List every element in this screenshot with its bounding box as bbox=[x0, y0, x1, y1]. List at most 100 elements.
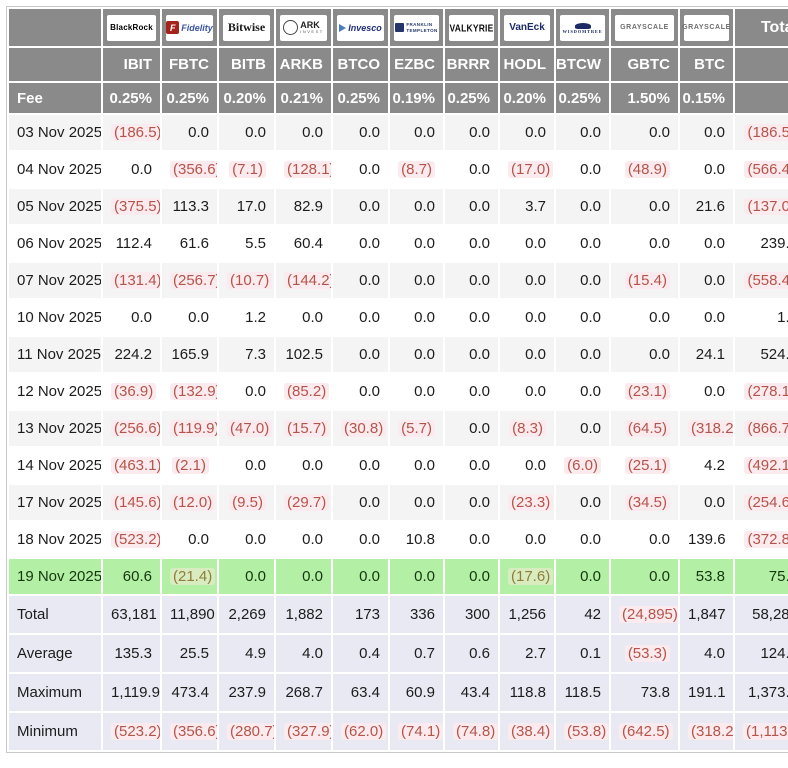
flow-value-cell: 0.0 bbox=[500, 522, 554, 557]
flow-value-cell: 0.0 bbox=[219, 374, 274, 409]
flow-value: 102.5 bbox=[285, 346, 323, 363]
flow-value-cell: (558.4) bbox=[735, 263, 788, 298]
flow-value-cell: 0.0 bbox=[611, 300, 678, 335]
flow-value-cell: 0.0 bbox=[162, 300, 217, 335]
flow-value-cell: 0.0 bbox=[445, 411, 498, 446]
flow-value: 0.0 bbox=[414, 272, 435, 289]
flow-value-cell: 1,882 bbox=[276, 596, 331, 633]
negative-flow-value: (8.3) bbox=[509, 420, 546, 437]
flow-value-cell: 10.8 bbox=[390, 522, 443, 557]
flow-value: 112.4 bbox=[115, 235, 152, 252]
flow-value-cell: 0.0 bbox=[500, 337, 554, 372]
flow-value: 0.0 bbox=[359, 235, 380, 252]
flow-value: 60.9 bbox=[405, 684, 435, 701]
flow-value-cell: (36.9) bbox=[103, 374, 160, 409]
flow-value: 173 bbox=[354, 606, 380, 623]
flow-value-cell: 24.1 bbox=[680, 337, 733, 372]
flow-value: 118.8 bbox=[509, 684, 546, 701]
flow-value-cell: 0.0 bbox=[556, 559, 609, 594]
flow-value: 0.0 bbox=[302, 124, 323, 141]
flow-value-cell: (9.5) bbox=[219, 485, 274, 520]
flow-value: 61.6 bbox=[179, 235, 209, 252]
flow-value-cell: 60.6 bbox=[103, 559, 160, 594]
flow-value-cell: 118.5 bbox=[556, 674, 609, 711]
flow-value-cell: 17.0 bbox=[219, 189, 274, 224]
fidelity-f-icon: F bbox=[166, 21, 180, 34]
negative-flow-value: (24,895) bbox=[619, 606, 678, 623]
flow-value-cell: 0.0 bbox=[445, 226, 498, 261]
flow-value: 113.3 bbox=[172, 198, 209, 215]
flow-value-cell: 300 bbox=[445, 596, 498, 633]
flow-value: 42 bbox=[584, 606, 601, 623]
flow-value-cell: 173 bbox=[333, 596, 388, 633]
flow-value-cell: 0.0 bbox=[219, 522, 274, 557]
flow-value-cell: (144.2) bbox=[276, 263, 331, 298]
flow-value: 0.0 bbox=[580, 198, 601, 215]
flow-value: 82.9 bbox=[293, 198, 323, 215]
flow-value: 0.0 bbox=[704, 383, 725, 400]
flow-value-cell: 0.0 bbox=[219, 559, 274, 594]
flow-value: 0.0 bbox=[302, 457, 323, 474]
flow-rows: 03 Nov 2025 (186.5) 0.0 0.0 0.0 0.0 0.0 0.0 0.0 0… bbox=[9, 115, 788, 594]
flow-value: 0.0 bbox=[359, 494, 380, 511]
flow-value-cell: 0.0 bbox=[556, 522, 609, 557]
flow-value-cell: (131.4) bbox=[103, 263, 160, 298]
flow-value: 0.0 bbox=[525, 457, 546, 474]
flow-value-cell: (492.1) bbox=[735, 448, 788, 483]
flow-value-cell: 0.0 bbox=[680, 263, 733, 298]
flow-value: 4.0 bbox=[302, 645, 323, 662]
flow-value-cell: 0.0 bbox=[500, 263, 554, 298]
flow-value: 7.3 bbox=[245, 346, 266, 363]
franklin-templeton-logo: FRANKLIN TEMPLETON bbox=[390, 9, 443, 46]
negative-flow-value: (29.7) bbox=[284, 494, 330, 511]
flow-value-cell: 113.3 bbox=[162, 189, 217, 224]
flow-value: 0.0 bbox=[359, 272, 380, 289]
franklin-logo-line2: TEMPLETON bbox=[406, 27, 438, 33]
flow-value: 0.0 bbox=[525, 309, 546, 326]
flow-value-cell: (866.7) bbox=[735, 411, 788, 446]
flow-value-cell: 139.6 bbox=[680, 522, 733, 557]
flow-value-cell: 0.0 bbox=[611, 226, 678, 261]
franklin-mark-icon bbox=[395, 23, 405, 32]
flow-value-cell: (47.0) bbox=[219, 411, 274, 446]
flow-value: 0.0 bbox=[469, 494, 490, 511]
table-row: 13 Nov 2025 (256.6) (119.9) (47.0) (15.7) (30… bbox=[9, 411, 788, 446]
negative-flow-value: (9.5) bbox=[229, 494, 266, 511]
flow-value: 0.0 bbox=[414, 346, 435, 363]
row-label: 03 Nov 2025 bbox=[9, 115, 101, 150]
negative-flow-value: (34.5) bbox=[624, 494, 670, 511]
flow-value: 0.0 bbox=[359, 161, 380, 178]
flow-value: 0.0 bbox=[359, 531, 380, 548]
flow-value-cell: 135.3 bbox=[103, 635, 160, 672]
flow-value-cell: 268.7 bbox=[276, 674, 331, 711]
fidelity-logo-text: Fidelity bbox=[181, 22, 213, 33]
negative-flow-value: (53.8) bbox=[564, 723, 609, 740]
flow-value: 0.0 bbox=[704, 309, 725, 326]
row-label: 13 Nov 2025 bbox=[9, 411, 101, 446]
row-label: 05 Nov 2025 bbox=[9, 189, 101, 224]
flow-value: 135.3 bbox=[114, 645, 152, 662]
flow-value-cell: 11,890 bbox=[162, 596, 217, 633]
negative-flow-value: (523.2) bbox=[111, 531, 160, 548]
table-row: 18 Nov 2025 (523.2) 0.0 0.0 0.0 0.0 10.8 0.0 0.0… bbox=[9, 522, 788, 557]
fee-btco: 0.25% bbox=[333, 83, 388, 113]
flow-value: 0.0 bbox=[704, 272, 725, 289]
flow-value: 524.0 bbox=[760, 346, 788, 363]
flow-value-cell: (74.1) bbox=[390, 713, 443, 750]
flow-value-cell: (119.9) bbox=[162, 411, 217, 446]
flow-value-cell: 0.0 bbox=[390, 448, 443, 483]
flow-value: 0.0 bbox=[580, 568, 601, 585]
flow-value: 17.0 bbox=[236, 198, 266, 215]
flow-value-cell: 0.0 bbox=[333, 263, 388, 298]
flow-value-cell: (17.0) bbox=[500, 152, 554, 187]
grayscale-logo-text: GRAYSCALE bbox=[620, 24, 669, 31]
provider-logo-row: BlackRock F Fidelity Bitwise ARK INVEST In… bbox=[9, 9, 788, 46]
flow-value-cell: 63,181 bbox=[103, 596, 160, 633]
flow-value-cell: 43.4 bbox=[445, 674, 498, 711]
flow-value: 473.4 bbox=[171, 684, 209, 701]
negative-flow-value: (12.0) bbox=[170, 494, 216, 511]
flow-value-cell: 0.0 bbox=[445, 152, 498, 187]
summary-row: Minimum (523.2) (356.6) (280.7) (327.9) (62.0… bbox=[9, 713, 788, 750]
flow-value-cell: (15.7) bbox=[276, 411, 331, 446]
flow-value-cell: (5.7) bbox=[390, 411, 443, 446]
